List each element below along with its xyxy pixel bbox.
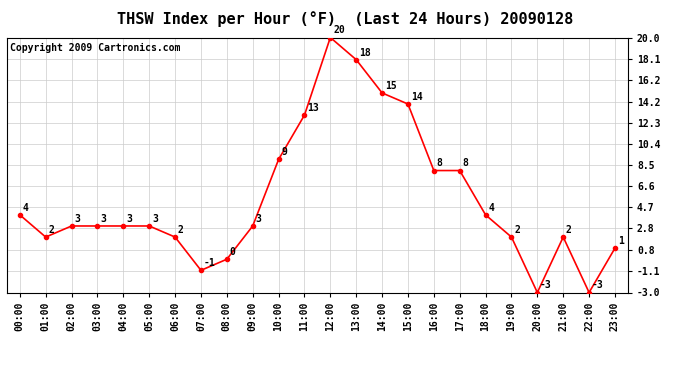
Text: 14: 14	[411, 92, 422, 102]
Text: -1: -1	[204, 258, 215, 268]
Text: THSW Index per Hour (°F)  (Last 24 Hours) 20090128: THSW Index per Hour (°F) (Last 24 Hours)…	[117, 11, 573, 27]
Text: 13: 13	[307, 103, 319, 113]
Text: 3: 3	[255, 214, 262, 224]
Text: -3: -3	[540, 280, 552, 290]
Text: 9: 9	[282, 147, 287, 157]
Text: 3: 3	[152, 214, 158, 224]
Text: 20: 20	[333, 26, 345, 35]
Text: 8: 8	[462, 158, 469, 168]
Text: 4: 4	[23, 203, 28, 213]
Text: 8: 8	[437, 158, 442, 168]
Text: 2: 2	[566, 225, 572, 235]
Text: 3: 3	[75, 214, 80, 224]
Text: Copyright 2009 Cartronics.com: Copyright 2009 Cartronics.com	[10, 43, 180, 52]
Text: 15: 15	[385, 81, 397, 91]
Text: 2: 2	[514, 225, 520, 235]
Text: 2: 2	[48, 225, 55, 235]
Text: 3: 3	[126, 214, 132, 224]
Text: 4: 4	[489, 203, 494, 213]
Text: 2: 2	[178, 225, 184, 235]
Text: 18: 18	[359, 48, 371, 57]
Text: 0: 0	[230, 247, 235, 257]
Text: -3: -3	[592, 280, 604, 290]
Text: 3: 3	[100, 214, 106, 224]
Text: 1: 1	[618, 236, 624, 246]
